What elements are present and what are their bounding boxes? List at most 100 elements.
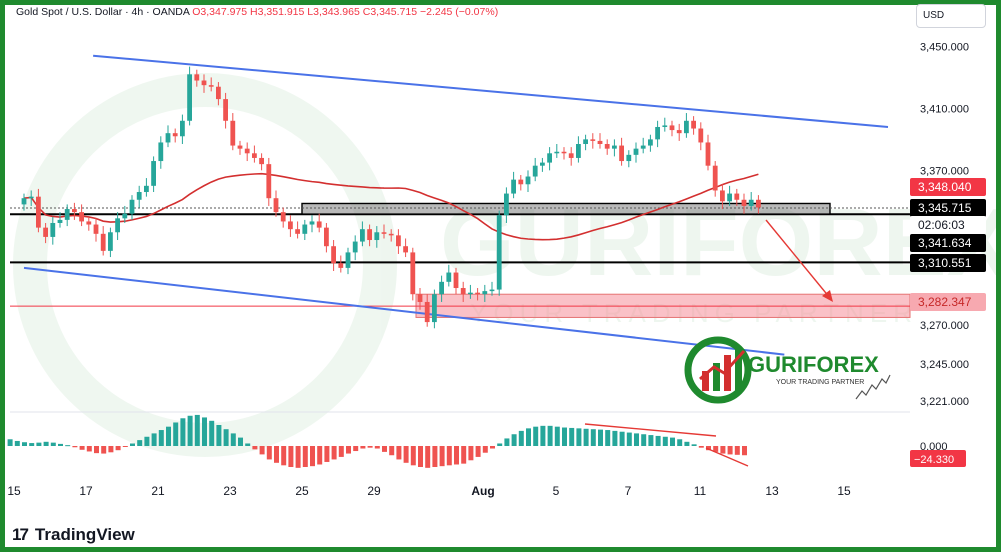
candle [640,145,646,149]
candle [561,151,567,154]
osc-bar [432,446,438,467]
candle [273,198,279,213]
osc-bar [346,446,351,454]
candle [309,221,315,225]
candle [475,292,480,295]
tradingview-logo-icon: 17 [12,525,29,544]
osc-bar [274,446,279,463]
osc-bar [194,414,200,446]
candle [489,289,495,292]
candle [360,229,365,242]
candle [93,224,99,234]
x-tick-label: 11 [694,484,707,498]
candle [547,153,552,163]
candle [691,120,696,129]
osc-bar [518,430,524,446]
x-tick-label: 15 [7,484,21,498]
logo-ring-icon [684,336,752,404]
channel-lower-line [23,266,785,356]
osc-bar [187,415,193,446]
candle [540,162,545,166]
ohlc-low: L3,343.965 [307,6,360,18]
osc-bar [662,436,668,446]
currency-button[interactable]: USD [916,4,986,28]
candle [698,128,704,143]
candle [21,198,27,205]
osc-bar [619,431,625,446]
candle [280,212,286,222]
x-tick-label: 21 [151,484,165,498]
osc-bar [475,446,481,457]
osc-bar [655,435,661,446]
candle [403,246,408,253]
candles [21,66,761,329]
ma-line [23,172,759,241]
moving-average [23,172,759,241]
osc-bar [547,425,553,446]
x-tick-label: 25 [295,484,309,498]
price-label-text: 3,348.040 [918,180,972,194]
osc-bar [295,446,301,468]
osc-bar [108,446,114,453]
y-tick-label: 3,450.000 [920,41,969,53]
symbol-name: Gold Spot / U.S. Dollar · 4h · OANDA [16,6,190,18]
candle [741,199,747,206]
osc-divergence-bottom [705,447,749,467]
osc-bar [43,441,49,446]
candle [352,241,358,253]
osc-bar [58,443,63,446]
candle [482,291,488,295]
candle [338,263,344,268]
osc-bar [706,446,711,451]
candle [266,164,272,199]
y-tick-label: 3,370.000 [920,165,969,177]
osc-bar [310,446,315,467]
candle [208,85,214,87]
y-tick-label: 3,245.000 [920,359,969,371]
guriforex-watermark: GURIFOREX YOUR TRADING PARTNER [13,73,1001,457]
candle [295,229,300,234]
candle [532,165,538,177]
candle [626,154,632,162]
osc-bar [511,434,517,446]
osc-bar [526,428,531,446]
osc-bar [504,438,510,446]
candle [468,292,473,295]
price-label-text: 3,282.347 [918,295,972,309]
candle [165,133,171,143]
price-label-text: 3,345.715 [918,201,972,215]
osc-bar [410,446,416,466]
candle [525,176,531,185]
candle [43,227,48,237]
osc-bar [36,442,42,446]
candle [331,246,336,264]
ohlc-high: H3,351.915 [250,6,305,18]
osc-bar [130,443,135,446]
candle [511,179,516,194]
osc-bar [698,446,704,448]
osc-bar [166,426,171,446]
candle [151,161,156,186]
osc-bar [734,446,740,455]
candle [727,193,732,202]
osc-bar [29,443,35,446]
osc-bar [403,446,409,463]
osc-bar [252,446,258,450]
candle [576,144,581,158]
candle [64,209,70,220]
candle [604,144,610,149]
candle [612,145,617,149]
x-tick-label: 29 [367,484,381,498]
osc-bar [259,446,265,455]
osc-bar [288,446,294,467]
osc-bar [670,437,675,446]
osc-bar [684,441,690,446]
candle [669,125,675,131]
osc-bar [626,432,632,446]
osc-bar [353,446,359,452]
ohlc-open: O3,347.975 [192,6,248,18]
logo-tagline: YOUR TRADING PARTNER [776,379,864,386]
price-label-box [910,234,986,252]
osc-value-box [910,450,966,467]
